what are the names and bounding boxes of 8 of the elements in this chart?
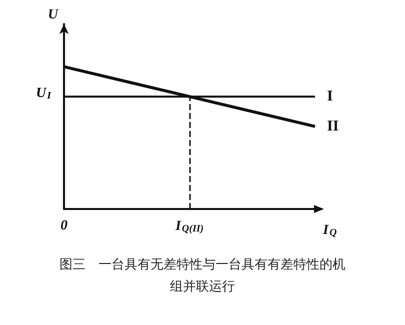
text: UI [36, 86, 52, 102]
text: 图三 一台具有无差特性与一台具有有差特性的机组并联运行 [60, 258, 346, 294]
x-tick-label: 0 [60, 218, 68, 234]
series-label: II [327, 118, 339, 134]
x-tick-label: IQ(II) [174, 219, 204, 234]
y-axis-title: U [48, 8, 59, 22]
series-label: I [327, 88, 333, 105]
x-axis-title: IQ [322, 223, 337, 238]
